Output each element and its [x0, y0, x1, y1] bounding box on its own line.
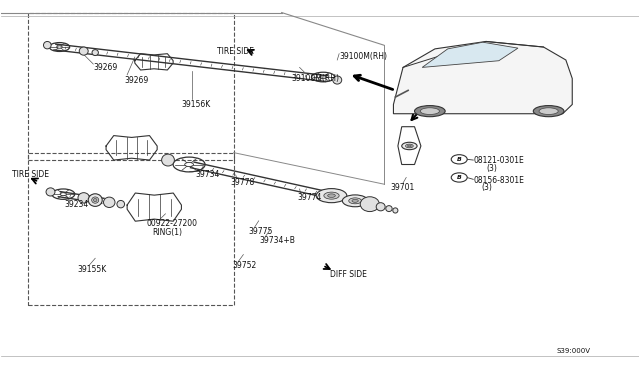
Ellipse shape [408, 145, 412, 147]
Ellipse shape [117, 201, 125, 208]
Text: 00922-27200: 00922-27200 [147, 219, 197, 228]
Text: TIRE SIDE: TIRE SIDE [216, 47, 253, 56]
Text: (3): (3) [481, 183, 492, 192]
Text: 39269: 39269 [124, 76, 148, 85]
Ellipse shape [451, 173, 467, 182]
Ellipse shape [349, 198, 362, 204]
Text: 39155K: 39155K [77, 265, 107, 274]
Ellipse shape [46, 188, 55, 196]
Text: 39100M(RH): 39100M(RH) [339, 52, 387, 61]
Ellipse shape [324, 192, 339, 199]
Ellipse shape [402, 142, 417, 150]
Ellipse shape [420, 108, 440, 115]
Polygon shape [394, 41, 572, 114]
Text: DIFF SIDE: DIFF SIDE [330, 270, 367, 279]
Text: 39775: 39775 [248, 227, 273, 236]
Text: 39701: 39701 [390, 183, 415, 192]
Ellipse shape [406, 144, 413, 148]
Text: B: B [457, 157, 461, 162]
Text: 08156-8301E: 08156-8301E [473, 176, 524, 185]
Ellipse shape [533, 106, 564, 117]
Ellipse shape [539, 108, 558, 115]
Ellipse shape [78, 193, 90, 203]
Ellipse shape [393, 208, 398, 213]
Text: 39734: 39734 [195, 170, 220, 179]
Ellipse shape [415, 106, 445, 117]
Text: 39234: 39234 [65, 200, 89, 209]
Text: 39269: 39269 [93, 63, 118, 72]
Text: B: B [457, 175, 461, 180]
Ellipse shape [79, 47, 88, 55]
Text: 39156K: 39156K [181, 100, 211, 109]
Text: 39100M(RH): 39100M(RH) [291, 74, 339, 83]
Text: 39752: 39752 [232, 261, 257, 270]
Text: (3): (3) [486, 164, 497, 173]
Ellipse shape [104, 197, 115, 208]
Text: 08121-0301E: 08121-0301E [473, 156, 524, 165]
Text: 39774: 39774 [298, 193, 322, 202]
Ellipse shape [88, 194, 102, 206]
Ellipse shape [92, 197, 99, 203]
Ellipse shape [360, 197, 380, 212]
Ellipse shape [316, 189, 347, 203]
Ellipse shape [352, 199, 358, 202]
Ellipse shape [93, 199, 97, 202]
Text: 39734+B: 39734+B [259, 236, 295, 246]
Ellipse shape [92, 49, 99, 55]
Ellipse shape [451, 155, 467, 164]
Ellipse shape [44, 41, 51, 49]
Text: RING(1): RING(1) [153, 228, 182, 237]
Ellipse shape [376, 203, 385, 211]
Ellipse shape [386, 206, 392, 212]
Ellipse shape [333, 76, 342, 84]
Ellipse shape [162, 154, 174, 166]
Ellipse shape [328, 194, 335, 198]
Text: 39778: 39778 [230, 178, 255, 187]
Text: S39:000V: S39:000V [556, 348, 590, 354]
Ellipse shape [342, 195, 368, 207]
Text: TIRE SIDE: TIRE SIDE [12, 170, 49, 179]
Polygon shape [422, 42, 518, 67]
